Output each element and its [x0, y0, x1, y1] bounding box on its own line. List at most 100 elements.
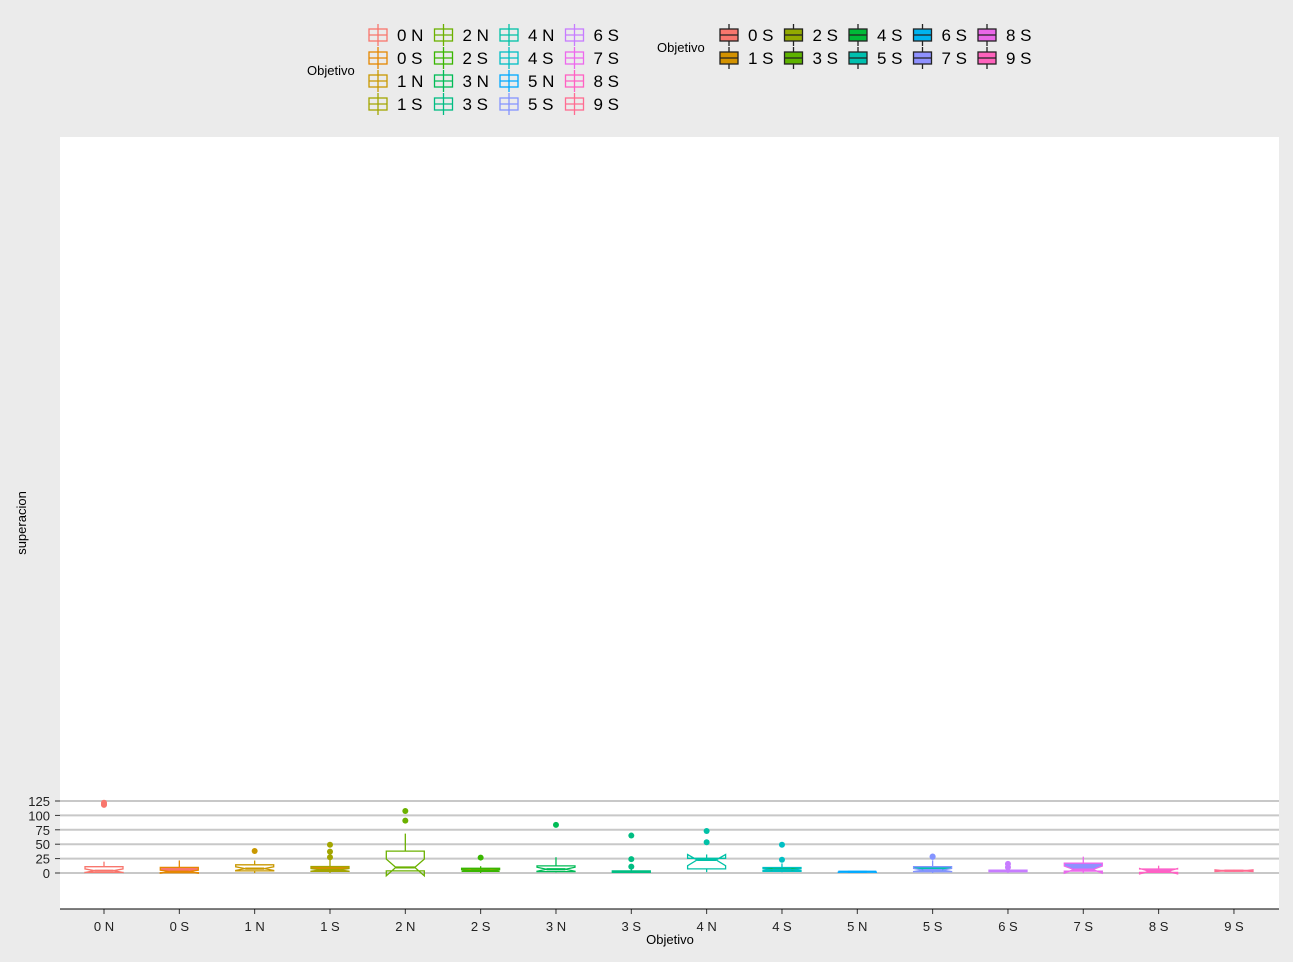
outlier-point — [703, 827, 710, 834]
x-tick-label: 3 N — [546, 919, 566, 934]
legend-key — [912, 24, 933, 46]
x-tick-label: 4 S — [772, 919, 792, 934]
legend-label: 5 N — [528, 72, 554, 91]
grid-lines — [60, 800, 1279, 874]
y-tick-label: 25 — [36, 852, 50, 867]
outlier-point — [477, 854, 484, 861]
x-axis: 0 N 0 S 1 N 1 S 2 N 2 S 3 N 3 S 4 N 4 S 5 N 5 S 6 S 7… — [94, 909, 1244, 934]
box-2-s — [460, 854, 501, 873]
legend-label: 0 S — [748, 26, 774, 45]
legend-key — [499, 47, 519, 69]
legend-key — [499, 24, 519, 46]
legend-label: 5 S — [877, 49, 903, 68]
x-tick-label: 1 N — [245, 919, 265, 934]
legend-key — [368, 47, 388, 69]
legend-label: 4 S — [528, 49, 554, 68]
legend-label: 1 S — [748, 49, 774, 68]
outlier-point — [402, 808, 409, 815]
legend-key — [719, 47, 739, 69]
x-tick-label: 5 S — [923, 919, 943, 934]
legend-label: 5 S — [528, 95, 554, 114]
legend-label: 1 S — [397, 95, 423, 114]
legend-key — [368, 24, 388, 46]
box-5-s — [912, 853, 953, 873]
x-tick-label: 1 S — [320, 919, 340, 934]
legend-label: 6 S — [594, 26, 620, 45]
y-tick-label: 100 — [28, 808, 50, 823]
x-tick-label: 7 S — [1074, 919, 1094, 934]
legend-label: 3 N — [463, 72, 489, 91]
outlier-point — [778, 841, 785, 848]
legend-filled: Objetivo 0 S 1 S 2 S 3 S 4 S 5 S 6 S 7 S 8 S 9 S — [657, 24, 1032, 69]
legend-key — [783, 24, 804, 46]
legend-key — [433, 93, 454, 115]
legend-key — [368, 93, 388, 115]
x-tick-label: 3 S — [622, 919, 642, 934]
box-group — [84, 799, 1254, 878]
outlier-point — [628, 863, 635, 870]
box-body — [235, 864, 275, 872]
outlier-point — [326, 841, 333, 848]
legend-key — [433, 47, 454, 69]
legend-label: 7 S — [594, 49, 620, 68]
legend-key — [848, 24, 868, 46]
x-tick-label: 0 S — [170, 919, 190, 934]
legend-label: 2 S — [813, 26, 839, 45]
legend-key — [368, 70, 388, 92]
legend-key — [433, 70, 454, 92]
legend-label: 9 S — [1006, 49, 1032, 68]
box-0-n — [84, 799, 124, 874]
legend-label: 3 S — [463, 95, 489, 114]
legend-key — [977, 24, 997, 46]
box-9-s — [1214, 869, 1254, 873]
legend-label: 4 S — [877, 26, 903, 45]
x-tick-label: 9 S — [1224, 919, 1244, 934]
legend-label: 0 S — [397, 49, 423, 68]
x-tick-label: 2 S — [471, 919, 491, 934]
x-tick-label: 6 S — [998, 919, 1018, 934]
y-tick-label: 0 — [43, 866, 50, 881]
legend-key — [499, 70, 519, 92]
legend-key — [564, 93, 585, 115]
box-body — [837, 870, 877, 873]
legend-label: 0 N — [397, 26, 423, 45]
box-0-s — [159, 860, 199, 874]
box-body — [84, 866, 124, 874]
legend-title: Objetivo — [307, 63, 355, 78]
outlier-point — [703, 839, 710, 846]
legend-label: 7 S — [942, 49, 968, 68]
y-axis-title: superacion — [14, 491, 29, 555]
box-3-n — [536, 821, 576, 873]
box-2-n — [385, 808, 425, 878]
legend-key — [719, 24, 739, 46]
outlier-point — [1004, 860, 1011, 867]
outlier-point — [628, 832, 635, 839]
legend-key — [564, 47, 585, 69]
legend-key — [783, 47, 804, 69]
legend-key — [912, 47, 933, 69]
y-tick-label: 125 — [28, 794, 50, 809]
x-tick-label: 5 N — [847, 919, 867, 934]
legend-label: 6 S — [942, 26, 968, 45]
legend-key — [499, 93, 519, 115]
legend-key — [564, 70, 585, 92]
legend-label: 1 N — [397, 72, 423, 91]
x-tick-label: 8 S — [1149, 919, 1169, 934]
box-body — [686, 853, 727, 870]
box-body — [385, 850, 425, 878]
outlier-point — [778, 856, 785, 863]
y-tick-label: 50 — [36, 837, 50, 852]
outlier-point — [326, 854, 333, 861]
legend-label: 9 S — [594, 95, 620, 114]
legend-key — [433, 24, 454, 46]
legend-label: 3 S — [813, 49, 839, 68]
outlier-point — [929, 853, 936, 860]
outlier-point — [326, 848, 333, 855]
x-axis-title: Objetivo — [646, 932, 694, 947]
legend-outline: Objetivo 0 N 0 S 1 N 1 S 2 N 2 S 3 N 3 S 4 N 4 S 5 … — [307, 24, 619, 115]
box-8-s — [1138, 865, 1179, 875]
legend-label: 4 N — [528, 26, 554, 45]
outlier-point — [628, 856, 635, 863]
